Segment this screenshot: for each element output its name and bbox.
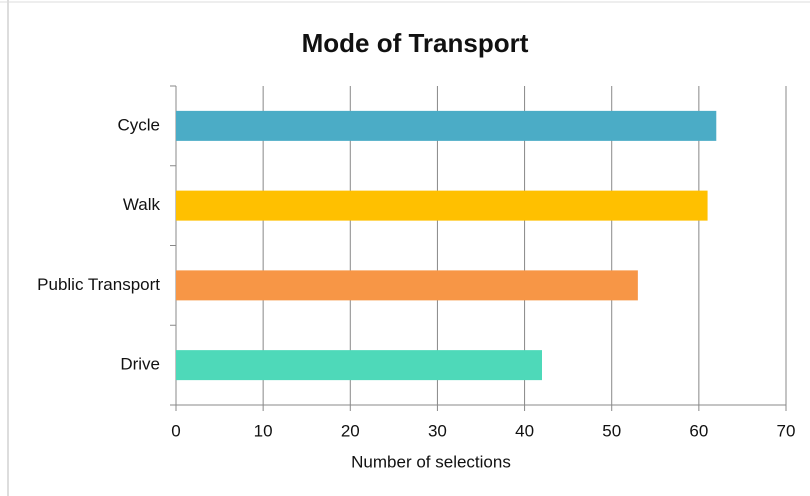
x-tick-label: 60: [689, 421, 708, 440]
x-tick-label: 30: [428, 421, 447, 440]
bar: [176, 110, 717, 141]
chart-title: Mode of Transport: [302, 28, 529, 58]
x-tick-label: 0: [171, 421, 180, 440]
x-axis-label: Number of selections: [351, 452, 511, 471]
y-tick-label: Cycle: [117, 115, 160, 134]
x-tick-label: 10: [254, 421, 273, 440]
bar: [176, 270, 638, 301]
bar: [176, 190, 708, 221]
x-tick-label: 70: [777, 421, 796, 440]
y-tick-label: Walk: [123, 195, 161, 214]
y-tick-label: Drive: [120, 355, 160, 374]
x-tick-label: 40: [515, 421, 534, 440]
bar: [176, 350, 542, 381]
x-tick-label: 50: [602, 421, 621, 440]
x-tick-label: 20: [341, 421, 360, 440]
y-tick-label: Public Transport: [37, 275, 160, 294]
